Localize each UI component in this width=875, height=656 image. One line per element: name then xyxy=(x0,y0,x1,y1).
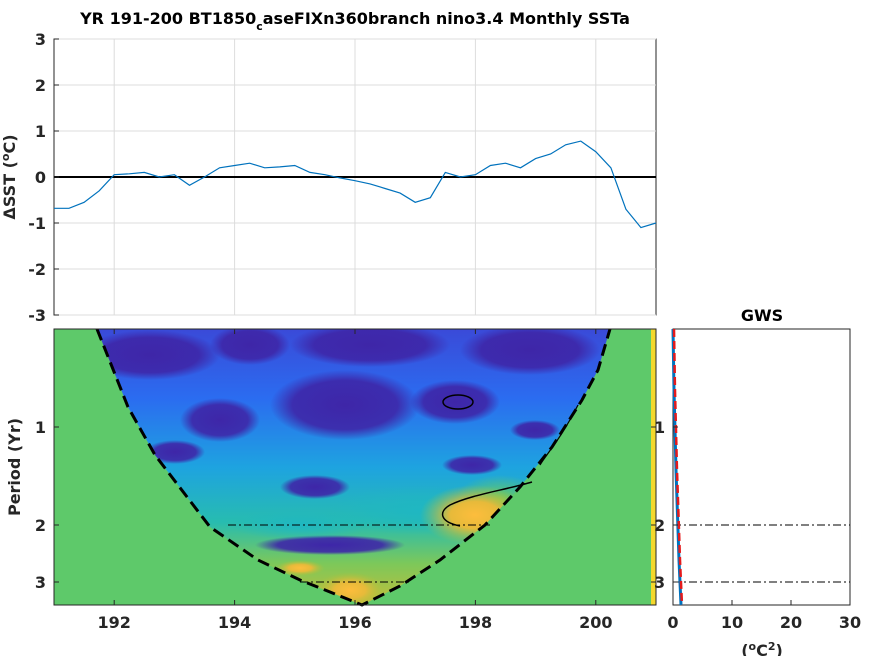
ytick-label: 2 xyxy=(35,76,46,95)
sst-anomaly-series xyxy=(54,140,657,229)
ytick-label: 3 xyxy=(35,573,46,592)
ytick-label: -2 xyxy=(28,260,46,279)
gws-significance-line xyxy=(672,328,684,606)
xtick-label: 192 xyxy=(97,613,130,632)
ytick-label: 1 xyxy=(35,418,46,437)
significance-contour xyxy=(442,394,474,410)
time-series-ylabel: ΔSST (oC) xyxy=(0,134,19,219)
global-wavelet-spectrum-panel: GWS 0 10 20 30 1 2 3 (oC2) xyxy=(654,306,861,656)
ytick-label: -3 xyxy=(28,306,46,325)
gws-xtick-label: 30 xyxy=(839,613,861,632)
cone-of-influence xyxy=(95,328,612,607)
ytick-label: 0 xyxy=(35,168,46,187)
gws-xtick-label: 20 xyxy=(780,613,802,632)
xtick-label: 194 xyxy=(218,613,251,632)
xtick-label: 196 xyxy=(338,613,371,632)
gws-xtick-label: 0 xyxy=(667,613,678,632)
colorbar-strip xyxy=(651,329,656,605)
ytick-label: 3 xyxy=(35,30,46,49)
wavelet-ylabel: Period (Yr) xyxy=(5,418,24,516)
gws-ytick-label: 1 xyxy=(654,418,665,437)
gws-xtick-label: 10 xyxy=(721,613,743,632)
ytick-label: 2 xyxy=(35,516,46,535)
gws-plot-area xyxy=(672,328,851,606)
significance-contour xyxy=(441,481,533,527)
gws-ytick-label: 2 xyxy=(654,516,665,535)
ytick-label: -1 xyxy=(28,214,46,233)
gws-ytick-label: 3 xyxy=(654,573,665,592)
wavelet-power-panel: 192 194 196 198 200 1 2 3 Period (Yr) xyxy=(5,328,657,632)
time-series-panel: -3 -2 -1 0 1 2 3 ΔSST (oC) xyxy=(0,30,657,325)
chart-title: YR 191-200 BT1850caseFIXn360branch nino3… xyxy=(79,9,630,33)
xtick-label: 198 xyxy=(459,613,492,632)
xtick-label: 200 xyxy=(579,613,612,632)
ytick-label: 1 xyxy=(35,122,46,141)
gws-title: GWS xyxy=(741,306,783,325)
gws-xlabel: (oC2) xyxy=(741,640,783,656)
